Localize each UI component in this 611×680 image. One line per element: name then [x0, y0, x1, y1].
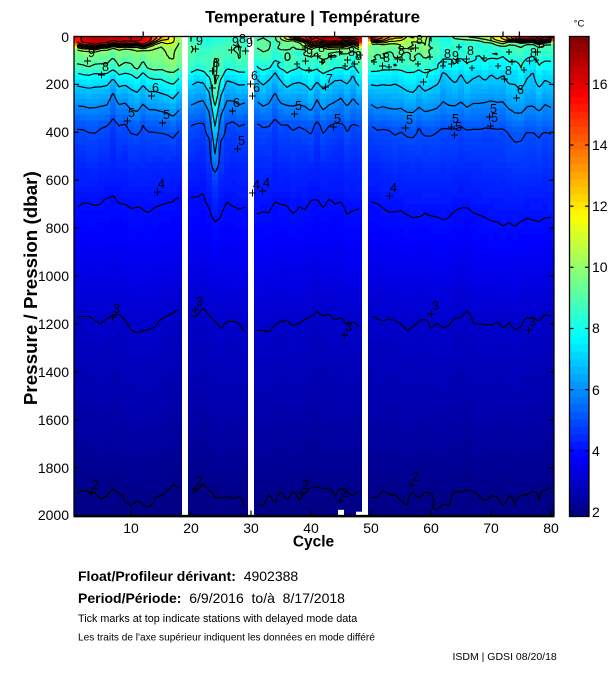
svg-text:8: 8 [239, 32, 246, 46]
svg-text:3: 3 [345, 320, 352, 334]
svg-text:8: 8 [383, 51, 390, 65]
svg-text:8: 8 [213, 56, 220, 70]
svg-text:1800: 1800 [38, 460, 69, 476]
svg-text:8: 8 [318, 41, 325, 55]
svg-text:2: 2 [412, 470, 419, 484]
svg-text:8: 8 [444, 47, 451, 61]
svg-text:Tick marks at top indicate sta: Tick marks at top indicate stations with… [78, 613, 357, 625]
svg-text:Float/Profileur dérivant: 490: Float/Profileur dérivant: 4902388 [78, 568, 298, 584]
svg-text:5: 5 [491, 111, 498, 125]
svg-text:0: 0 [61, 29, 69, 45]
svg-text:Pressure / Pression (dbar): Pressure / Pression (dbar) [20, 171, 41, 405]
svg-text:4: 4 [263, 176, 270, 190]
svg-text:80: 80 [543, 520, 559, 536]
svg-text:40: 40 [303, 520, 319, 536]
svg-text:6: 6 [253, 81, 260, 95]
svg-text:2: 2 [592, 504, 600, 520]
svg-text:5: 5 [334, 112, 341, 126]
svg-text:8: 8 [102, 60, 109, 74]
svg-text:400: 400 [46, 124, 70, 140]
svg-text:Les traits de l'axe supérieur: Les traits de l'axe supérieur indiquent … [78, 633, 375, 644]
svg-text:ISDM | GDSI 08/20/18: ISDM | GDSI 08/20/18 [453, 651, 557, 663]
svg-text:50: 50 [363, 520, 379, 536]
svg-text:5: 5 [163, 108, 170, 122]
svg-text:Temperature | Température: Temperature | Température [205, 8, 420, 27]
svg-text:3: 3 [529, 315, 536, 329]
svg-text:8: 8 [355, 49, 362, 63]
svg-text:4: 4 [390, 181, 397, 195]
svg-text:4: 4 [253, 178, 260, 192]
svg-text:16: 16 [592, 76, 608, 92]
svg-text:2000: 2000 [38, 507, 69, 523]
svg-text:800: 800 [46, 220, 70, 236]
svg-text:4: 4 [158, 177, 165, 191]
svg-text:20: 20 [183, 520, 199, 536]
svg-text:1600: 1600 [38, 412, 69, 428]
svg-text:10: 10 [123, 520, 139, 536]
svg-text:2: 2 [302, 478, 309, 492]
svg-text:5: 5 [238, 134, 245, 148]
svg-text:7: 7 [213, 73, 220, 87]
svg-text:°C: °C [574, 19, 585, 30]
svg-text:6: 6 [152, 81, 159, 95]
svg-text:1400: 1400 [38, 364, 69, 380]
svg-text:14: 14 [592, 137, 608, 153]
svg-text:9: 9 [196, 34, 203, 48]
svg-text:2: 2 [341, 486, 348, 500]
svg-text:5: 5 [452, 112, 459, 126]
svg-text:8: 8 [505, 64, 512, 78]
svg-text:8: 8 [530, 46, 537, 60]
svg-text:9: 9 [88, 46, 95, 60]
svg-text:6: 6 [517, 83, 524, 97]
svg-text:9: 9 [452, 49, 459, 63]
svg-text:9: 9 [246, 36, 253, 50]
svg-text:8: 8 [592, 320, 600, 336]
svg-text:4: 4 [592, 443, 600, 459]
svg-text:1200: 1200 [38, 316, 69, 332]
svg-text:5: 5 [295, 99, 302, 113]
svg-text:3: 3 [432, 299, 439, 313]
svg-text:5: 5 [455, 120, 462, 134]
svg-text:8: 8 [538, 37, 545, 51]
svg-text:6: 6 [233, 96, 240, 110]
svg-text:8: 8 [398, 44, 405, 58]
svg-text:8: 8 [467, 44, 474, 58]
svg-text:9: 9 [340, 37, 347, 51]
svg-text:7: 7 [424, 67, 431, 81]
svg-text:200: 200 [46, 76, 70, 92]
svg-text:2: 2 [196, 474, 203, 488]
svg-text:9: 9 [306, 46, 313, 60]
svg-text:1000: 1000 [38, 268, 69, 284]
svg-text:8: 8 [348, 45, 355, 59]
svg-text:7: 7 [326, 72, 333, 86]
svg-text:12: 12 [592, 198, 608, 214]
svg-text:30: 30 [243, 520, 259, 536]
svg-text:5: 5 [490, 102, 497, 116]
svg-text:70: 70 [483, 520, 499, 536]
svg-text:5: 5 [406, 113, 413, 127]
svg-text:60: 60 [423, 520, 439, 536]
svg-text:6: 6 [251, 69, 258, 83]
svg-text:600: 600 [46, 172, 70, 188]
svg-text:2: 2 [92, 478, 99, 492]
svg-text:3: 3 [113, 302, 120, 316]
svg-text:9: 9 [232, 35, 239, 49]
svg-text:3: 3 [196, 295, 203, 309]
svg-text:10: 10 [592, 259, 608, 275]
svg-text:6: 6 [592, 382, 600, 398]
svg-text:8: 8 [416, 33, 423, 47]
svg-text:5: 5 [128, 106, 135, 120]
svg-text:Cycle: Cycle [293, 534, 335, 551]
svg-text:Period/Période: 6/9/2016 to/: Period/Période: 6/9/2016 to/à 8/17/2018 [78, 590, 345, 606]
